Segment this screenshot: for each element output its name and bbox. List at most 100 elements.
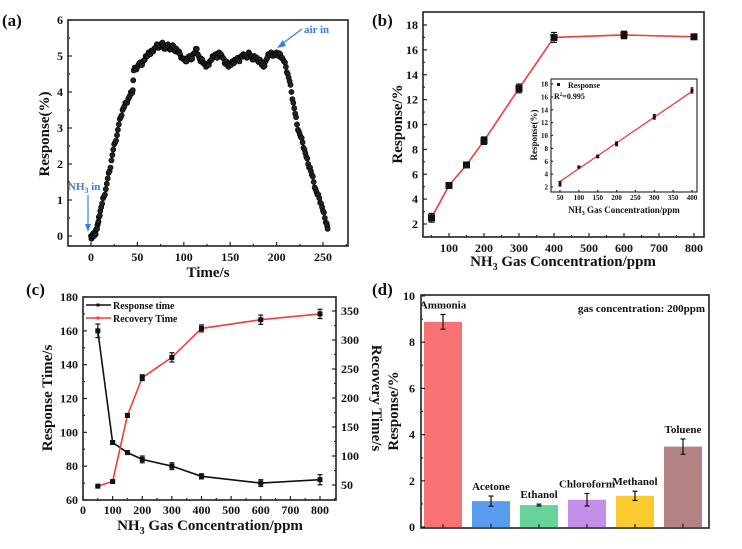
panel-d-label: (d) <box>372 280 393 299</box>
data-point <box>129 87 136 94</box>
air-in-arrow-line <box>281 28 303 45</box>
x-tick-label: 500 <box>580 241 598 255</box>
y-tick-label: 2 <box>57 157 63 171</box>
data-point <box>652 115 656 119</box>
error-bar <box>680 438 686 455</box>
y-tick-label-right: 100 <box>341 449 359 463</box>
inset-legend-label: Response <box>568 81 600 90</box>
inset-y-tick-label: 4 <box>545 171 549 179</box>
error-bar <box>632 490 638 502</box>
data-point <box>690 33 698 41</box>
x-tick-label: 150 <box>221 250 239 264</box>
panel-d-annotation: gas concentration: 200ppm <box>578 303 705 315</box>
inset-x-tick-label: 150 <box>592 194 603 202</box>
x-tick-label: 100 <box>104 503 122 517</box>
y-tick-label-left: 60 <box>66 493 78 507</box>
data-point <box>110 146 117 153</box>
x-tick-label: 200 <box>475 241 493 255</box>
inset-x-tick-label: 400 <box>687 194 698 202</box>
data-point <box>291 105 298 112</box>
data-point <box>304 155 311 162</box>
data-point <box>317 477 323 483</box>
data-point <box>309 173 316 180</box>
data-point <box>294 121 300 128</box>
x-tick-label: 0 <box>80 503 86 517</box>
inset-legend-marker <box>557 83 560 86</box>
data-point <box>124 450 130 456</box>
panel-b-ticks: 100 200 300 400 500 600 700 800 2 4 6 8 10 12 14 16 18 <box>406 18 703 255</box>
data-point <box>620 31 628 39</box>
y-tick-label-left: 80 <box>66 459 78 473</box>
bar-chloroform: Chloroform <box>559 479 615 527</box>
data-point <box>577 165 581 169</box>
series-recovery-time <box>95 308 323 489</box>
x-tick-label: 800 <box>311 503 329 517</box>
y-tick-label: 2 <box>409 474 415 488</box>
x-tick-label: 500 <box>222 503 240 517</box>
panel-c-legend: Response time Recovery Time <box>86 301 178 325</box>
panel-a-annotations: NH3 in air in <box>68 24 329 232</box>
air-in-label: air in <box>304 24 329 36</box>
inset-y-tick-label: 18 <box>541 81 549 89</box>
data-point <box>124 412 130 418</box>
panel-d-selectivity-bars: (d) Ammonia Acetone EthanolChloroformMetha… <box>372 280 710 534</box>
y-tick-label-right: 150 <box>341 420 359 434</box>
x-tick-label: 250 <box>314 250 332 264</box>
data-point <box>199 473 204 479</box>
inset-r2-label: R2=0.995 <box>554 92 585 101</box>
data-point <box>596 154 600 158</box>
y-tick-label: 8 <box>409 335 415 349</box>
x-tick-label: 700 <box>281 503 299 517</box>
y-tick-label: 18 <box>406 18 418 32</box>
x-tick-label: 600 <box>615 241 633 255</box>
panel-a-ylabel: Response(%) <box>37 91 53 176</box>
y-tick-label-right: 350 <box>341 304 359 318</box>
nh3-in-label: NH3 in <box>68 181 100 195</box>
inset-x-tick-label: 100 <box>574 194 585 202</box>
y-tick-label: 14 <box>406 68 418 82</box>
data-point <box>324 225 331 232</box>
x-tick-label: 0 <box>88 250 94 264</box>
bar-ammonia: Ammonia <box>420 299 467 527</box>
panel-a-data-points <box>88 39 331 242</box>
panel-d-ticks: 0 2 4 6 8 10 <box>403 289 684 534</box>
data-point <box>290 99 297 106</box>
series-response-time <box>95 323 323 488</box>
data-point <box>310 179 317 185</box>
y-tick-label: 0 <box>409 520 415 534</box>
data-point <box>287 81 294 88</box>
data-point <box>118 112 125 119</box>
inset-x-tick-label: 250 <box>630 194 641 202</box>
data-point <box>99 200 106 207</box>
bar-label: Toluene <box>665 424 702 436</box>
x-tick-label: 800 <box>685 241 703 255</box>
inset-ylabel: Response(%) <box>529 109 539 160</box>
inset-x-tick-label: 50 <box>557 194 565 202</box>
legend-label-response: Response time <box>113 301 175 312</box>
data-point <box>95 328 101 334</box>
bar-label: Ammonia <box>420 299 467 311</box>
x-tick-label: 400 <box>193 503 211 517</box>
data-point <box>550 33 558 41</box>
x-tick-label: 700 <box>650 241 668 255</box>
bar-label: Ethanol <box>520 489 557 501</box>
y-tick-label-left: 160 <box>60 324 78 338</box>
data-point <box>169 354 175 360</box>
data-point <box>615 142 619 146</box>
y-tick-label: 6 <box>409 381 415 395</box>
legend-marker-response <box>96 303 100 307</box>
bar-methanol: Methanol <box>612 476 658 527</box>
panel-c-xlabel: NH3 Gas Concentration/ppm <box>117 518 303 537</box>
y-tick-label: 0 <box>57 229 63 243</box>
x-tick-label: 300 <box>163 503 181 517</box>
inset-y-tick-label: 8 <box>545 145 549 153</box>
inset-x-tick-label: 300 <box>649 194 660 202</box>
data-point <box>258 317 264 323</box>
data-point <box>108 157 115 164</box>
panel-b-response-vs-concentration: (b) 100 200 300 400 500 600 700 800 2 4 6 8 10 12 14 16… <box>372 11 705 273</box>
panel-a-xlabel: Time/s <box>186 265 229 281</box>
data-point <box>515 84 523 92</box>
y-tick-label: 4 <box>409 428 415 442</box>
panel-c-response-recovery-time: (c) 0 100 200 300 400 500 600 700 800 60 80 100 120 1… <box>26 280 384 537</box>
